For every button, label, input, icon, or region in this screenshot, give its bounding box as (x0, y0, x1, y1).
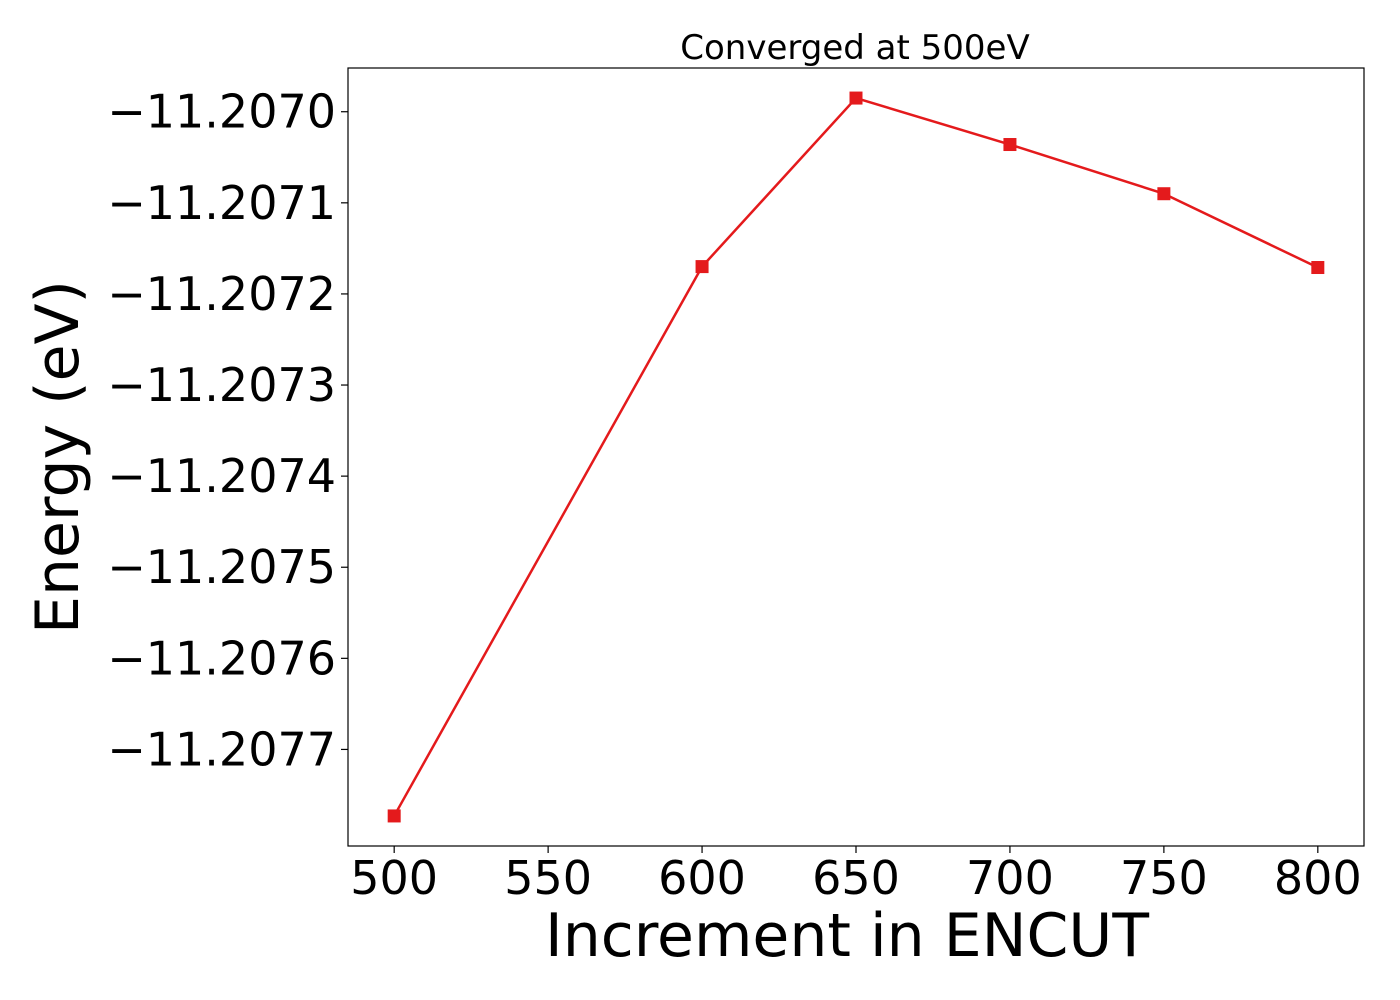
y-tick-label: −11.2076 (107, 631, 336, 685)
y-axis-label: Energy (eV) (23, 280, 93, 634)
x-tick-label: 500 (350, 851, 438, 905)
data-point-marker (387, 809, 401, 823)
y-tick-label: −11.2072 (107, 267, 336, 321)
x-tick-label: 800 (1274, 851, 1362, 905)
x-tick-label: 600 (658, 851, 746, 905)
x-axis: 500 550 600 650 700 750 800 (350, 846, 1362, 905)
plot-area (387, 91, 1325, 823)
y-tick-label: −11.2070 (107, 85, 336, 139)
y-tick-label: −11.2073 (107, 358, 336, 412)
data-point-marker (1003, 138, 1017, 152)
data-point-marker (695, 260, 709, 274)
data-point-marker (849, 91, 863, 105)
chart-title: Converged at 500eV (680, 28, 1029, 68)
y-tick-label: −11.2071 (107, 176, 336, 230)
x-tick-label: 650 (812, 851, 900, 905)
data-point-marker (1311, 261, 1325, 275)
x-tick-label: 750 (1120, 851, 1208, 905)
x-tick-label: 550 (504, 851, 592, 905)
y-tick-label: −11.2074 (107, 449, 336, 503)
x-tick-label: 700 (966, 851, 1054, 905)
y-axis: −11.2070 −11.2071 −11.2072 −11.2073 −11.2074… (107, 85, 348, 776)
data-point-marker (1157, 187, 1171, 201)
y-tick-label: −11.2075 (107, 540, 336, 594)
y-tick-label: −11.2077 (107, 722, 336, 776)
x-axis-label: Increment in ENCUT (545, 901, 1149, 971)
series-line (393, 96, 1319, 817)
